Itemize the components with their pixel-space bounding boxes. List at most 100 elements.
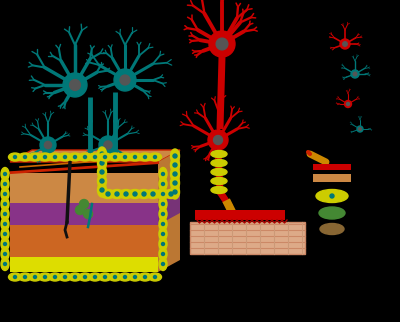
Circle shape	[104, 141, 112, 149]
Ellipse shape	[148, 273, 162, 281]
Circle shape	[4, 173, 6, 175]
Ellipse shape	[1, 177, 9, 191]
Ellipse shape	[98, 183, 106, 197]
Circle shape	[134, 156, 136, 158]
Circle shape	[40, 137, 56, 153]
Ellipse shape	[159, 248, 167, 260]
Ellipse shape	[110, 190, 124, 198]
Circle shape	[115, 192, 119, 196]
Ellipse shape	[159, 177, 167, 191]
Circle shape	[74, 156, 76, 158]
Circle shape	[14, 276, 16, 279]
Circle shape	[209, 31, 235, 57]
Ellipse shape	[28, 153, 42, 161]
Circle shape	[76, 205, 84, 214]
Ellipse shape	[58, 273, 72, 281]
Circle shape	[173, 154, 177, 158]
Bar	[10, 203, 158, 225]
Ellipse shape	[211, 186, 227, 194]
Circle shape	[24, 276, 26, 279]
Circle shape	[162, 242, 164, 245]
Circle shape	[330, 194, 334, 198]
Circle shape	[134, 276, 136, 279]
Ellipse shape	[78, 273, 92, 281]
Ellipse shape	[319, 207, 345, 219]
Ellipse shape	[1, 217, 9, 231]
Ellipse shape	[78, 153, 92, 161]
Ellipse shape	[1, 258, 9, 270]
Ellipse shape	[159, 187, 167, 201]
Circle shape	[4, 183, 6, 185]
Circle shape	[100, 161, 104, 165]
Bar	[190, 222, 305, 254]
Ellipse shape	[170, 185, 180, 199]
Ellipse shape	[138, 153, 152, 161]
Ellipse shape	[8, 273, 22, 281]
Circle shape	[4, 232, 6, 235]
Circle shape	[154, 156, 156, 158]
Circle shape	[162, 252, 164, 255]
Circle shape	[162, 262, 164, 266]
Circle shape	[114, 156, 116, 158]
Ellipse shape	[98, 174, 106, 188]
Circle shape	[4, 203, 6, 205]
Circle shape	[44, 156, 46, 158]
Ellipse shape	[159, 207, 167, 221]
Ellipse shape	[148, 153, 162, 161]
Circle shape	[84, 156, 86, 158]
Circle shape	[104, 156, 106, 158]
Bar	[10, 257, 158, 272]
Ellipse shape	[38, 273, 52, 281]
Circle shape	[162, 223, 164, 225]
Circle shape	[346, 102, 350, 106]
Circle shape	[70, 80, 80, 90]
Ellipse shape	[164, 190, 178, 198]
Ellipse shape	[170, 176, 180, 190]
Ellipse shape	[137, 190, 151, 198]
Circle shape	[64, 156, 66, 158]
Circle shape	[162, 232, 164, 235]
Ellipse shape	[146, 190, 160, 198]
Ellipse shape	[1, 197, 9, 211]
Circle shape	[54, 156, 56, 158]
Ellipse shape	[211, 159, 227, 166]
Ellipse shape	[118, 153, 132, 161]
Circle shape	[351, 70, 359, 78]
Ellipse shape	[8, 153, 22, 161]
Ellipse shape	[1, 238, 9, 251]
Circle shape	[14, 156, 16, 158]
Circle shape	[162, 173, 164, 175]
Circle shape	[74, 276, 76, 279]
Circle shape	[4, 213, 6, 215]
Ellipse shape	[320, 223, 344, 234]
Circle shape	[94, 276, 96, 279]
Circle shape	[120, 75, 130, 85]
Bar	[195, 210, 285, 220]
Circle shape	[114, 69, 136, 91]
Circle shape	[64, 276, 66, 279]
Ellipse shape	[1, 228, 9, 241]
Ellipse shape	[159, 228, 167, 241]
Ellipse shape	[1, 248, 9, 260]
Circle shape	[24, 156, 26, 158]
Ellipse shape	[118, 273, 132, 281]
Ellipse shape	[98, 273, 112, 281]
Circle shape	[94, 156, 96, 158]
Ellipse shape	[211, 150, 227, 157]
Circle shape	[106, 192, 110, 196]
Ellipse shape	[211, 168, 227, 175]
Circle shape	[343, 42, 347, 46]
Circle shape	[100, 188, 104, 192]
Circle shape	[100, 152, 104, 156]
Circle shape	[104, 276, 106, 279]
Bar	[10, 225, 158, 257]
Ellipse shape	[1, 167, 9, 181]
Ellipse shape	[98, 153, 112, 161]
Circle shape	[4, 223, 6, 225]
Ellipse shape	[159, 258, 167, 270]
Circle shape	[344, 100, 352, 108]
Circle shape	[4, 242, 6, 245]
Ellipse shape	[155, 190, 169, 198]
Ellipse shape	[101, 190, 115, 198]
Circle shape	[151, 192, 155, 196]
